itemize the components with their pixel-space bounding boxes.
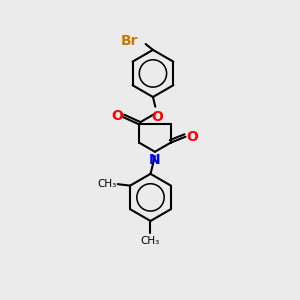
Text: O: O — [186, 130, 198, 144]
Text: Br: Br — [121, 34, 138, 48]
Text: CH₃: CH₃ — [141, 236, 160, 246]
Text: CH₃: CH₃ — [97, 179, 116, 189]
Text: N: N — [149, 153, 161, 167]
Text: O: O — [112, 109, 124, 122]
Text: O: O — [151, 110, 163, 124]
